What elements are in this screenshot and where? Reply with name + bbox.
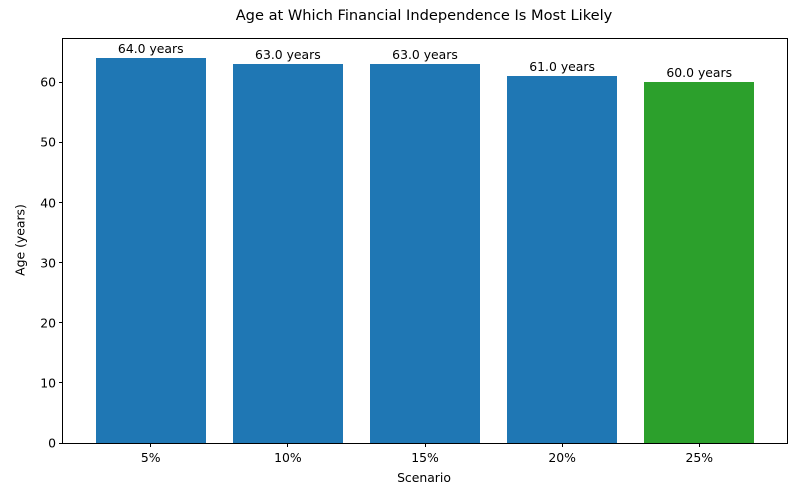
bar [507,76,617,443]
x-tick-mark [287,443,289,447]
bar [370,64,480,443]
x-tick-label: 15% [411,450,439,465]
y-tick-mark [59,141,63,143]
y-tick-label: 10 [40,375,56,391]
y-tick-mark [59,81,63,83]
x-tick-label: 25% [685,450,714,465]
y-tick-label: 50 [40,134,56,150]
y-tick-mark [59,382,63,384]
y-axis-label: Age (years) [12,204,28,276]
x-tick-mark [424,443,426,447]
y-tick-mark [59,262,63,264]
x-tick-label: 10% [274,450,302,465]
y-tick-label: 20 [40,315,56,331]
y-tick-label: 0 [48,435,56,451]
y-tick-mark [59,322,63,324]
x-axis-label: Scenario [397,470,451,485]
x-tick-mark [561,443,563,447]
x-tick-label: 5% [140,450,161,465]
bar [644,82,755,443]
bar [233,64,343,443]
y-tick-mark [59,202,63,204]
x-tick-mark [698,443,700,447]
x-tick-label: 20% [548,450,576,465]
y-tick-label: 30 [40,255,56,271]
x-tick-mark [150,443,152,447]
bar-value-label: 63.0 years [392,47,458,63]
bar-value-label: 64.0 years [117,41,184,57]
y-tick-label: 40 [40,195,56,211]
y-tick-mark [59,442,63,444]
chart-title: Age at Which Financial Independence Is M… [235,7,613,24]
y-tick-label: 60 [40,74,56,90]
bar-value-label: 63.0 years [255,47,321,63]
bar [95,58,206,443]
plot-area: 0 10 20 30 40 50 60 64.0 years 5% 63.0 years 10% 63… [40,38,788,465]
bar-value-label: 61.0 years [529,59,595,75]
bar-value-label: 60.0 years [666,65,733,81]
